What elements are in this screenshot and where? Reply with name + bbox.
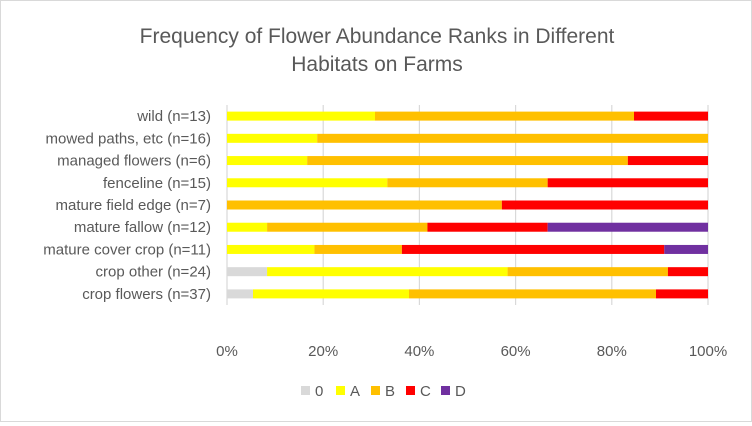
- bar-segment-B: [267, 222, 428, 232]
- legend-swatch-D: [441, 386, 450, 395]
- bar-segment-A: [227, 111, 375, 121]
- x-tick-label: 80%: [597, 343, 627, 360]
- chart-title-line-2: Habitats on Farms: [291, 53, 463, 76]
- bar-segment-C: [656, 289, 708, 299]
- bar-segment-C: [547, 178, 708, 188]
- legend-label-B: B: [385, 383, 395, 400]
- bar-segment-B: [314, 244, 402, 254]
- y-category-label: mature fallow (n=12): [74, 219, 211, 236]
- bar-segment-C: [634, 111, 708, 121]
- bar-segment-0: [227, 267, 268, 277]
- legend-swatch-B: [371, 386, 380, 395]
- bar-segment-A: [253, 289, 409, 299]
- bar-segment-C: [427, 222, 548, 232]
- y-category-label: managed flowers (n=6): [57, 153, 211, 170]
- bar-segment-B: [409, 289, 656, 299]
- bar-segment-B: [387, 178, 548, 188]
- legend-label-0: 0: [315, 383, 323, 400]
- bar-segment-A: [227, 156, 308, 166]
- bar-segment-C: [501, 200, 708, 210]
- bar-segment-A: [227, 178, 388, 188]
- x-tick-label: 20%: [308, 343, 338, 360]
- bar-segment-D: [547, 222, 708, 232]
- bar-segment-A: [227, 222, 268, 232]
- bar-segment-A: [227, 133, 318, 143]
- legend-label-A: A: [350, 383, 360, 400]
- bar-segment-B: [227, 200, 502, 210]
- x-tick-label: 60%: [501, 343, 531, 360]
- legend-swatch-C: [406, 386, 415, 395]
- legend-swatch-A: [336, 386, 345, 395]
- bar-segment-B: [317, 133, 708, 143]
- y-category-label: mowed paths, etc (n=16): [45, 130, 211, 147]
- x-tick-label: 40%: [404, 343, 434, 360]
- y-category-label: fenceline (n=15): [103, 175, 211, 192]
- y-category-label: mature cover crop (n=11): [43, 241, 211, 258]
- bar-segment-A: [227, 244, 315, 254]
- legend-swatch-0: [301, 386, 310, 395]
- x-tick-label: 0%: [216, 343, 238, 360]
- x-tick-label: 100%: [689, 343, 727, 360]
- bar-segment-C: [401, 244, 665, 254]
- bar-segment-D: [664, 244, 708, 254]
- legend-label-D: D: [455, 383, 466, 400]
- chart-title-line-1: Frequency of Flower Abundance Ranks in D…: [140, 25, 615, 48]
- y-category-label: mature field edge (n=7): [55, 197, 211, 214]
- bar-segment-B: [507, 267, 668, 277]
- bar-segment-0: [227, 289, 253, 299]
- y-category-label: crop other (n=24): [96, 264, 211, 281]
- legend-label-C: C: [420, 383, 431, 400]
- bar-segment-C: [667, 267, 708, 277]
- bar-segment-B: [307, 156, 628, 166]
- y-category-label: wild (n=13): [136, 108, 211, 125]
- y-category-label: crop flowers (n=37): [82, 286, 211, 303]
- bar-segment-A: [267, 267, 508, 277]
- bar-segment-C: [627, 156, 708, 166]
- bar-segment-B: [375, 111, 634, 121]
